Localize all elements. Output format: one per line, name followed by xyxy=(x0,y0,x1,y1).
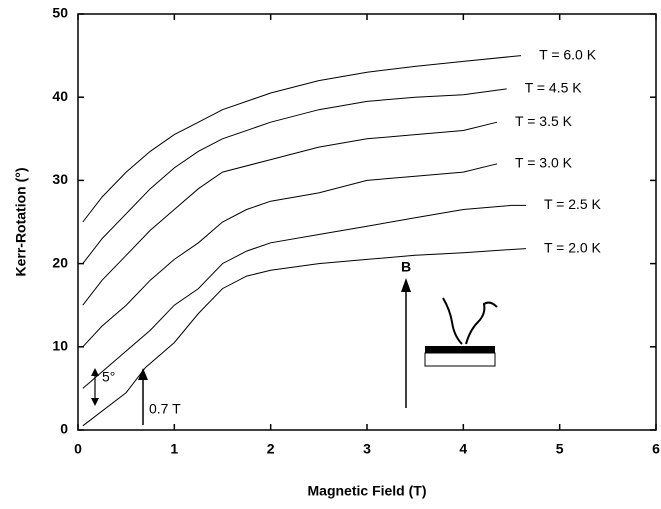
series-line xyxy=(82,204,526,389)
x-tick-label: 0 xyxy=(74,441,82,457)
y-tick-label: 50 xyxy=(52,5,68,21)
series-label: T = 6.0 K xyxy=(539,46,597,62)
incident-beam xyxy=(442,297,463,345)
series-line xyxy=(82,121,498,306)
plot-frame xyxy=(77,13,657,431)
y-tick-label: 20 xyxy=(52,254,68,270)
inset: B xyxy=(401,259,498,408)
arrow-head xyxy=(401,278,411,292)
reflected-beam xyxy=(465,301,498,345)
x-tick-label: 6 xyxy=(652,441,660,457)
y-tick-label: 0 xyxy=(60,421,68,437)
x-tick-label: 3 xyxy=(363,441,371,457)
series-label: T = 2.0 K xyxy=(544,239,602,255)
y-tick-label: 10 xyxy=(52,338,68,354)
annotation: 5° xyxy=(102,369,115,385)
annotation-5deg: 5° xyxy=(91,368,115,406)
y-axis-title: Kerr-Rotation (°) xyxy=(13,167,29,276)
arrow-head xyxy=(138,368,148,380)
x-tick-label: 1 xyxy=(170,441,178,457)
x-tick-label: 4 xyxy=(459,441,467,457)
annotation: B xyxy=(401,259,411,275)
y-tick-label: 30 xyxy=(52,171,68,187)
series-line xyxy=(82,248,527,427)
annotation-field: 0.7 T xyxy=(138,368,181,425)
series-line xyxy=(82,55,522,223)
y-tick-label: 40 xyxy=(52,88,68,104)
series-label: T = 4.5 K xyxy=(525,80,583,96)
annotation: 0.7 T xyxy=(149,401,181,417)
series-label: T = 2.5 K xyxy=(544,196,602,212)
sample-film xyxy=(425,346,495,353)
series-line xyxy=(82,88,507,264)
series-label: T = 3.5 K xyxy=(515,113,573,129)
series-line xyxy=(82,163,498,348)
sample-substrate xyxy=(424,352,496,367)
arrow-head xyxy=(91,368,99,406)
x-tick-label: 5 xyxy=(556,441,564,457)
x-axis-title: Magnetic Field (T) xyxy=(308,483,427,499)
series-label: T = 3.0 K xyxy=(515,154,573,170)
x-tick-label: 2 xyxy=(267,441,275,457)
